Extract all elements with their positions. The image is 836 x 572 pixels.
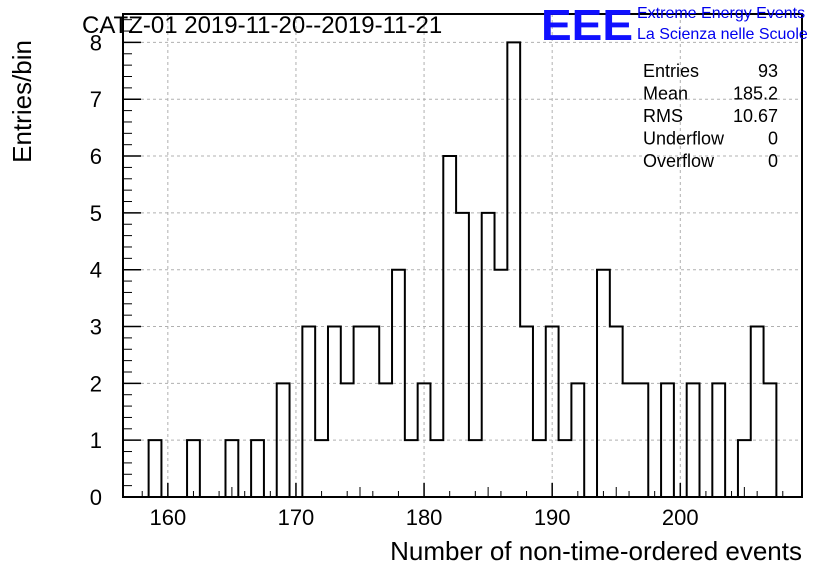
histogram-bin xyxy=(405,440,418,497)
stats-box: Entries 93 Mean 185.2 RMS 10.67 Underflow 0 Over… xyxy=(643,61,778,171)
y-axis-ticks: 0 1 2 3 4 5 6 7 8 xyxy=(90,19,141,510)
y-tick-label: 7 xyxy=(90,87,102,112)
x-tick-label: 190 xyxy=(534,505,571,530)
histogram-bin xyxy=(559,440,572,497)
y-tick-label: 0 xyxy=(90,485,102,510)
logo-mark: EEE xyxy=(541,1,633,50)
histogram-bin xyxy=(482,213,495,497)
histogram-outline xyxy=(123,41,802,498)
histogram-bin xyxy=(315,440,328,497)
stats-value: 10.67 xyxy=(733,106,778,126)
x-tick-label: 160 xyxy=(149,505,186,530)
x-axis-ticks: 160 170 180 190 200 xyxy=(141,483,784,530)
histogram-bin xyxy=(328,327,341,497)
y-tick-label: 5 xyxy=(90,201,102,226)
plot-frame xyxy=(122,13,803,498)
histogram-bin xyxy=(456,213,469,497)
y-axis-label: Entries/bin xyxy=(7,40,37,163)
histogram-bin xyxy=(187,440,200,497)
y-tick-label: 3 xyxy=(90,315,102,340)
histogram-bin xyxy=(149,440,162,497)
y-tick-label: 2 xyxy=(90,371,102,396)
stats-value: 93 xyxy=(758,61,778,81)
histogram-bin xyxy=(751,327,764,497)
y-tick-label: 6 xyxy=(90,144,102,169)
histogram-bin xyxy=(520,327,533,497)
logo-line-1: Extreme Energy Events xyxy=(637,5,805,22)
stats-label: Entries xyxy=(643,61,699,81)
stats-value: 185.2 xyxy=(733,84,778,104)
stats-label: RMS xyxy=(643,106,683,126)
stats-value: 0 xyxy=(768,129,778,149)
stats-value: 0 xyxy=(768,151,778,171)
histogram-bin xyxy=(533,440,546,497)
histogram-bin xyxy=(354,327,367,497)
histogram-bin xyxy=(366,327,379,497)
eee-logo: EEE Extreme Energy Events La Scienza nel… xyxy=(541,1,808,50)
y-tick-label: 4 xyxy=(90,258,102,283)
histogram-bin xyxy=(251,440,264,497)
y-tick-label: 1 xyxy=(90,428,102,453)
logo-line-2: La Scienza nelle Scuole xyxy=(637,26,808,43)
y-tick-label: 8 xyxy=(90,30,102,55)
x-tick-label: 180 xyxy=(406,505,443,530)
x-tick-label: 200 xyxy=(662,505,699,530)
chart-title: CATZ-01 2019-11-20--2019-11-21 xyxy=(82,12,442,39)
histogram-bin xyxy=(430,440,443,497)
histogram-bin xyxy=(469,440,482,497)
x-axis-label: Number of non-time-ordered events xyxy=(390,536,802,566)
stats-label: Underflow xyxy=(643,129,725,149)
histogram-bin xyxy=(610,327,623,497)
stats-label: Mean xyxy=(643,84,688,104)
stats-label: Overflow xyxy=(643,151,715,171)
histogram-bin xyxy=(302,327,315,497)
x-tick-label: 170 xyxy=(278,505,315,530)
